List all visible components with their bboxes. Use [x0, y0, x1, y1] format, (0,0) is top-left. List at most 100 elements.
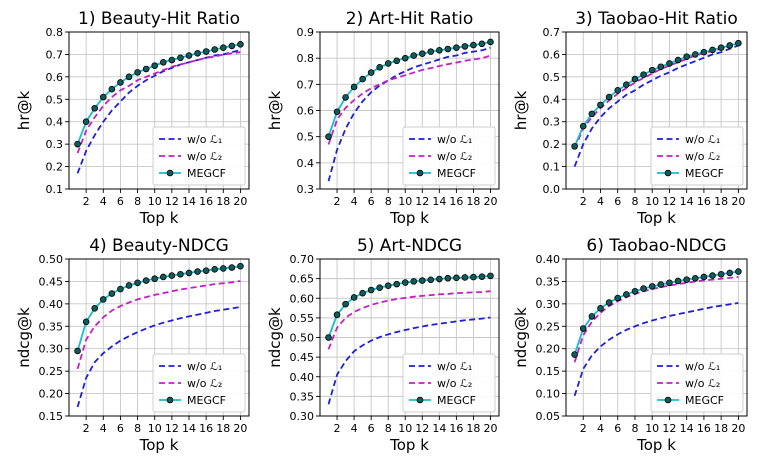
plot-frame [565, 31, 748, 190]
y-tick-label: 0.25 [39, 365, 64, 378]
y-axis-label: ndcg@k [15, 307, 33, 368]
data-point [683, 276, 690, 283]
x-tick-label: 4 [597, 422, 604, 435]
series-line-2 [327, 54, 491, 145]
x-tick-label: 10 [645, 422, 659, 435]
data-point [640, 285, 647, 292]
data-point [588, 313, 596, 320]
data-point [700, 48, 708, 56]
x-axis-label: Top k [389, 436, 429, 454]
x-tick-label: 18 [216, 422, 230, 435]
x-tick-label: 6 [614, 195, 621, 208]
data-point [648, 283, 656, 290]
data-point [579, 122, 587, 130]
legend-label: w/o ℒ₂ [187, 150, 222, 163]
data-point [674, 277, 682, 285]
panel-2: 0.3 0.4 0.5 0.6 0.7 0.8 0.9 2 4 6 8 10 12 14 16 18 20 2) … [266, 9, 500, 227]
data-point [444, 45, 452, 53]
y-tick-label: 0.6 [543, 48, 561, 61]
y-tick-label: 0.7 [297, 78, 315, 91]
data-point [691, 51, 699, 58]
x-tick-label: 20 [483, 422, 497, 435]
y-tick-label: 0.20 [536, 343, 561, 356]
data-point [151, 62, 159, 69]
y-tick-label: 0.40 [290, 371, 315, 384]
data-point [444, 274, 452, 282]
data-point [376, 284, 383, 291]
data-point [134, 279, 141, 287]
data-point [177, 270, 184, 278]
data-point [384, 60, 392, 67]
data-point [185, 269, 193, 277]
data-point [418, 50, 426, 58]
x-tick-label: 18 [714, 422, 728, 435]
x-tick-label: 4 [597, 195, 604, 208]
data-point [605, 93, 613, 101]
legend-marker [416, 396, 424, 404]
data-point [461, 43, 469, 50]
y-tick-label: 0.3 [543, 116, 561, 129]
data-point [367, 69, 375, 76]
data-point [125, 282, 133, 289]
y-tick-label: 0.55 [290, 312, 315, 325]
data-point [571, 351, 578, 358]
data-point [142, 65, 150, 73]
legend-marker [664, 169, 672, 177]
data-point [125, 73, 133, 81]
data-point [108, 85, 116, 93]
x-tick-label: 8 [631, 195, 638, 208]
x-tick-label: 14 [680, 422, 694, 435]
series-line-2 [76, 280, 241, 370]
data-point [648, 66, 656, 74]
data-point [108, 290, 116, 297]
x-tick-label: 12 [165, 422, 179, 435]
data-point [82, 118, 90, 126]
data-point [202, 267, 210, 274]
data-point [726, 269, 734, 277]
data-point [91, 104, 99, 112]
x-tick-label: 10 [148, 195, 162, 208]
x-tick-label: 8 [134, 422, 141, 435]
data-point [177, 54, 184, 62]
data-point [159, 58, 167, 66]
legend-label: w/o ℒ₂ [437, 377, 472, 390]
y-tick-label: 0.4 [543, 93, 561, 106]
x-tick-label: 6 [117, 195, 124, 208]
x-tick-label: 6 [117, 422, 124, 435]
data-point [487, 272, 494, 280]
data-point [726, 42, 734, 49]
legend-box [650, 126, 744, 186]
legend-box [152, 353, 246, 413]
data-point [350, 294, 358, 301]
x-tick-label: 4 [351, 195, 358, 208]
data-point [427, 276, 435, 284]
x-tick-label: 2 [580, 422, 587, 435]
series-line-1 [573, 302, 739, 397]
data-point [461, 274, 469, 281]
legend-label: MEGCF [437, 167, 476, 180]
panel-3: 0.0 0.1 0.2 0.3 0.4 0.5 0.6 0.7 2 4 6 8 10 12 14 16 18 20… [512, 9, 748, 227]
data-point [82, 318, 90, 326]
data-point [99, 93, 107, 101]
x-tick-label: 14 [182, 195, 196, 208]
x-tick-label: 8 [134, 195, 141, 208]
data-point [631, 75, 639, 83]
y-tick-label: 0.25 [536, 320, 561, 333]
data-point [211, 46, 219, 53]
data-point [410, 278, 418, 285]
y-tick-label: 0.45 [290, 351, 315, 364]
x-tick-label: 6 [368, 195, 375, 208]
data-point [359, 289, 366, 297]
data-point [117, 285, 124, 293]
data-point [410, 52, 418, 59]
y-tick-label: 0.45 [39, 275, 64, 288]
data-point [350, 83, 358, 91]
legend-label: w/o ℒ₂ [437, 150, 472, 163]
data-point [418, 277, 426, 284]
data-point [666, 60, 673, 67]
data-point [74, 140, 81, 148]
data-point [709, 272, 716, 279]
data-point [735, 39, 742, 47]
legend-label: w/o ℒ₁ [685, 360, 720, 373]
panel-5: 0.30 0.35 0.40 0.45 0.50 0.55 0.60 0.65 0.70 2 4 6 8… [266, 236, 500, 454]
